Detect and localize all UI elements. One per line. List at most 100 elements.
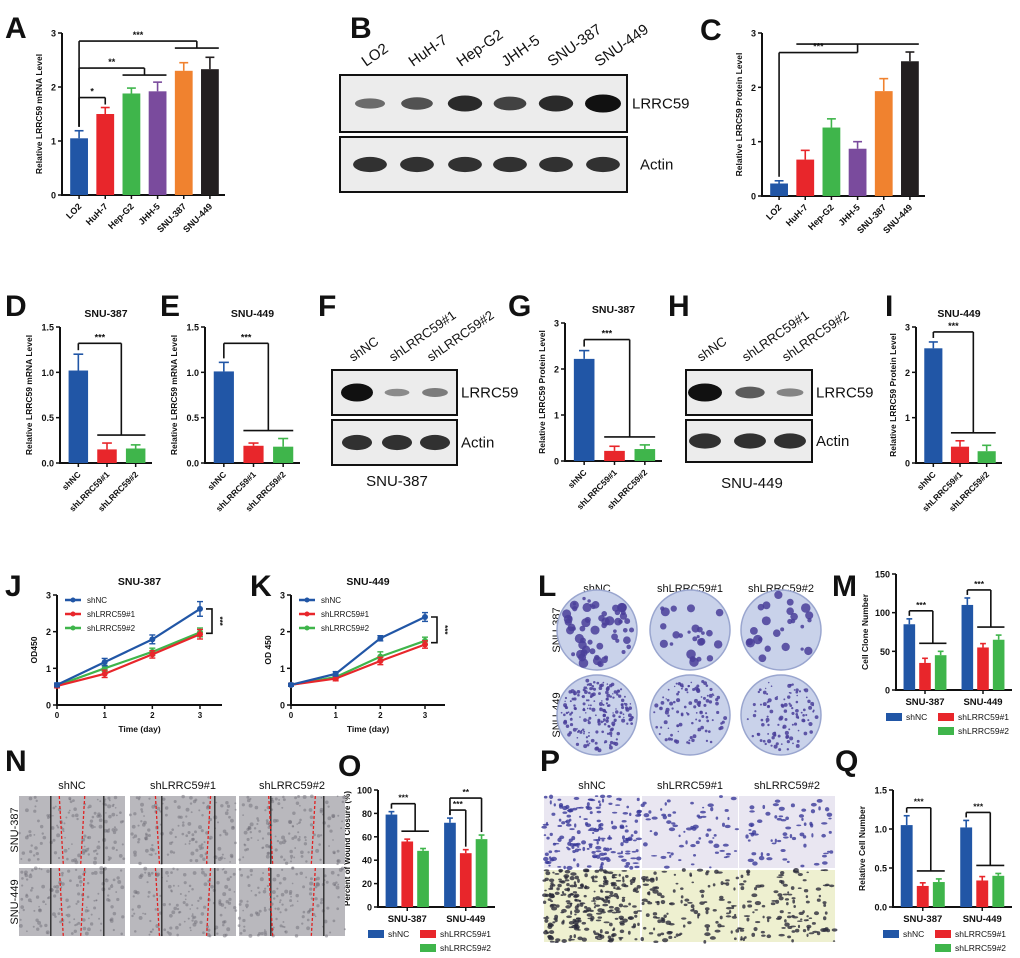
migrated-cell: [724, 824, 731, 829]
migrated-cell: [660, 932, 665, 936]
cell-speck: [105, 846, 108, 850]
legend-marker: [70, 611, 76, 617]
cell-speck: [35, 799, 38, 803]
cell-speck: [220, 804, 224, 808]
y-tick-label: 0.0: [41, 459, 54, 469]
bar: [822, 127, 841, 196]
cell-speck: [343, 928, 346, 931]
cell-speck: [77, 853, 82, 858]
colony: [571, 697, 575, 701]
cell-speck: [57, 826, 60, 829]
colony: [569, 722, 574, 727]
colony: [771, 736, 775, 740]
colony: [758, 636, 763, 642]
cell-speck: [258, 909, 262, 913]
migrated-cell: [774, 799, 781, 803]
column-label: shLRRC59#1: [657, 780, 723, 792]
x-tick-label: shNC: [60, 469, 83, 492]
migrated-cell: [802, 835, 807, 839]
colony: [587, 719, 590, 722]
cell-speck: [232, 826, 235, 829]
migrated-cell: [812, 930, 819, 934]
colony: [770, 685, 773, 687]
colony: [602, 720, 605, 723]
cell-speck: [329, 931, 332, 934]
cell-speck: [256, 822, 259, 826]
protein-band: [774, 433, 806, 449]
migrated-cell: [628, 838, 633, 841]
significance-label: ***: [973, 801, 984, 811]
migrated-cell: [691, 881, 695, 884]
cell-speck: [86, 895, 90, 899]
y-tick-label: 1: [751, 137, 756, 147]
cell-speck: [221, 920, 226, 924]
cell-speck: [306, 918, 310, 922]
cell-speck: [336, 859, 340, 863]
colony: [590, 738, 595, 743]
migrated-cell: [802, 910, 805, 914]
cell-speck: [96, 814, 100, 818]
cell-speck: [270, 799, 275, 804]
colony: [683, 705, 687, 709]
colony: [589, 648, 596, 655]
cell-speck: [52, 814, 54, 817]
cell-speck: [246, 795, 250, 799]
migrated-cell: [730, 796, 737, 801]
migrated-cell: [668, 827, 676, 832]
cell-speck: [319, 901, 323, 905]
migrated-cell: [709, 936, 716, 940]
migrated-cell: [625, 862, 631, 866]
migrated-cell: [826, 812, 833, 817]
colony: [782, 724, 787, 729]
migrated-cell: [690, 904, 695, 909]
migrated-cell: [673, 936, 677, 939]
migrated-cell: [803, 843, 807, 848]
migrated-cell: [797, 872, 803, 877]
migrated-cell: [761, 934, 766, 937]
cell-speck: [257, 839, 259, 841]
cell-speck: [19, 918, 22, 921]
migrated-cell: [598, 836, 601, 841]
colony: [795, 688, 799, 692]
colony: [687, 684, 690, 688]
migrated-cell: [597, 826, 604, 831]
colony: [795, 743, 800, 748]
cell-speck: [250, 873, 253, 877]
panel-letter: F: [318, 290, 336, 323]
cell-speck: [107, 796, 111, 800]
cell-speck: [137, 840, 140, 844]
migrated-cell: [609, 909, 614, 912]
y-tick-label: 2: [280, 627, 285, 637]
cell-speck: [272, 877, 277, 882]
migrated-cell: [806, 933, 809, 937]
migrated-cell: [699, 901, 705, 905]
colony: [676, 692, 679, 696]
cell-speck: [119, 869, 123, 872]
migrated-cell: [546, 836, 550, 840]
cell-speck: [192, 871, 197, 875]
bar: [992, 639, 1005, 690]
colony: [784, 730, 789, 736]
y-tick-label: 3: [51, 29, 56, 39]
migrated-cell: [554, 891, 560, 895]
migrated-cell: [816, 898, 821, 902]
bar: [97, 449, 117, 463]
cell-speck: [191, 914, 194, 918]
cell-speck: [119, 811, 122, 815]
cell-speck: [22, 908, 25, 912]
colony: [677, 730, 680, 733]
cell-speck: [140, 820, 143, 823]
cell-speck: [162, 903, 166, 907]
cell-speck: [291, 904, 294, 907]
cell-speck: [100, 922, 103, 925]
colony: [566, 626, 575, 635]
colony: [689, 736, 693, 740]
migrated-cell: [719, 895, 724, 900]
protein-band: [689, 433, 721, 449]
data-point: [149, 636, 156, 643]
colony: [660, 623, 667, 630]
cell-speck: [194, 830, 197, 834]
column-label: shNC: [58, 780, 86, 792]
migrated-cell: [618, 799, 622, 802]
y-tick-label: 50: [880, 647, 890, 657]
